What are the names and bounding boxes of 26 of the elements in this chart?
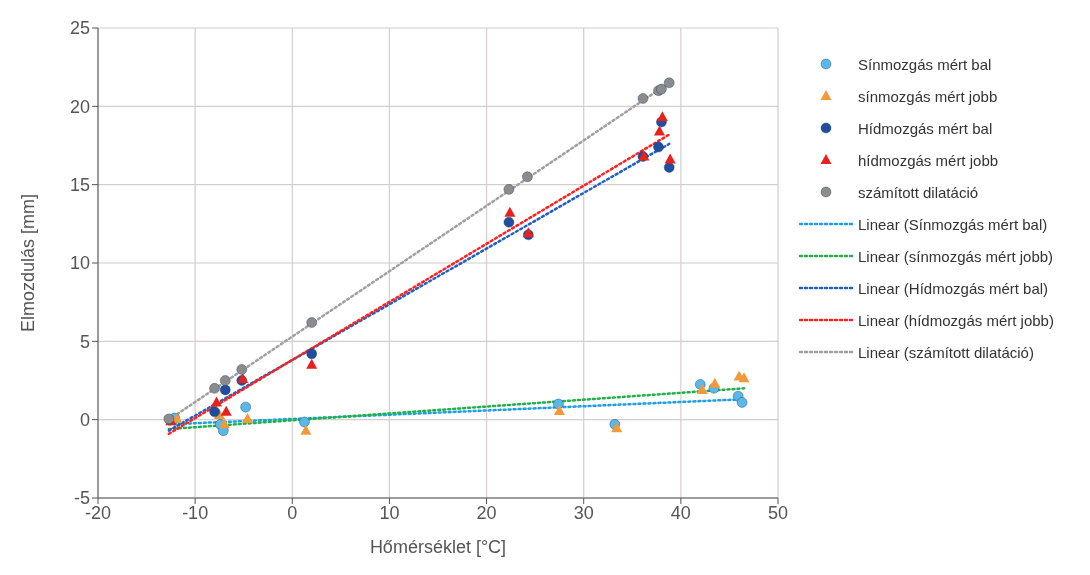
legend-label: Linear (számított dilatáció)	[858, 343, 1034, 361]
legend-label: Linear (hídmozgás mért jobb)	[858, 311, 1054, 329]
legend-label: Linear (Sínmozgás mért bal)	[858, 215, 1048, 233]
y-tick-label: -5	[73, 488, 90, 509]
y-axis-title: Elmozdulás [mm]	[18, 193, 39, 333]
legend-label: sínmozgás mért jobb	[858, 87, 998, 105]
x-tick-label: 40	[670, 502, 691, 523]
y-tick-label: 25	[69, 18, 90, 39]
legend-label: Linear (sínmozgás mért jobb)	[858, 247, 1054, 265]
y-tick-label: 15	[69, 175, 90, 196]
x-tick-label: 50	[767, 502, 789, 523]
legend-label: hídmozgás mért jobb	[858, 151, 999, 169]
x-tick-label: 20	[476, 502, 497, 523]
y-tick-label: 20	[69, 96, 90, 117]
x-tick-label: 0	[287, 502, 298, 523]
y-tick-label: 5	[79, 331, 90, 352]
y-tick-label: 10	[69, 253, 90, 274]
legend-label: Linear (Hídmozgás mért bal)	[858, 279, 1049, 297]
x-axis-title: Hőmérséklet [°C]	[369, 537, 507, 557]
x-tick-label: -10	[182, 502, 209, 523]
legend-label: Hídmozgás mért bal	[858, 119, 993, 137]
legend-label: számított dilatáció	[858, 183, 979, 201]
y-tick-label: 0	[79, 410, 90, 431]
x-tick-label: 30	[573, 502, 594, 523]
legend-label: Sínmozgás mért bal	[858, 55, 992, 73]
x-tick-label: 10	[379, 502, 400, 523]
